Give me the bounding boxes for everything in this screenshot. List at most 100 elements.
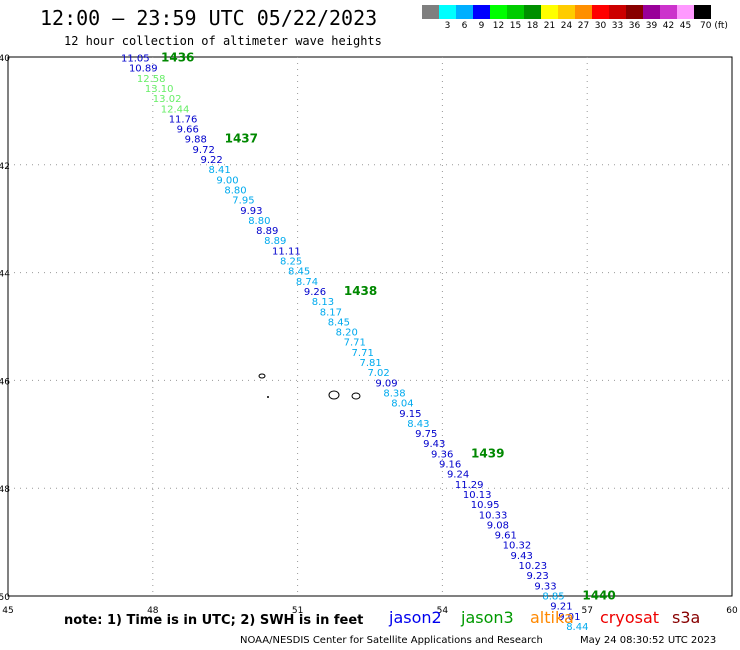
wave-height-label: 8.04: [391, 399, 413, 410]
color-swatch: [541, 5, 558, 19]
color-scale-label: 70 (ft): [700, 21, 728, 31]
wave-height-label: 8.13: [312, 297, 334, 308]
wave-height-label: 9.33: [534, 581, 556, 592]
wave-height-label: 13.10: [145, 84, 174, 95]
color-scale-labels: 3 6 9 12 15 18 21 24 27 30 33 36 39 42 45 70 (ft): [422, 21, 730, 31]
wave-height-label: 7.71: [352, 348, 374, 359]
color-scale-label: 21: [543, 21, 556, 31]
color-scale-label: 33: [611, 21, 624, 31]
color-swatch: [609, 5, 626, 19]
island-outline: [328, 390, 340, 400]
color-scale-label: 36: [628, 21, 641, 31]
wave-height-label: 9.09: [375, 378, 397, 389]
wave-height-label: 9.36: [431, 449, 453, 460]
color-swatch: [490, 5, 507, 19]
wave-height-label: 9.15: [399, 409, 421, 420]
color-scale-label: 45: [679, 21, 692, 31]
color-scale-label: 30: [594, 21, 607, 31]
wave-height-label: 8.38: [383, 388, 405, 399]
wave-height-label: 10.32: [503, 541, 532, 552]
color-swatch: [507, 5, 524, 19]
color-scale-label: 3: [444, 21, 451, 31]
color-swatch: [626, 5, 643, 19]
satellite-legend-cryosat: cryosat: [600, 608, 660, 627]
y-tick-label: -46: [0, 377, 10, 387]
wave-height-label: 10.13: [463, 490, 492, 501]
wave-height-label: 9.72: [193, 145, 215, 156]
wave-height-label: 11.29: [455, 480, 484, 491]
wave-height-label: 11.11: [272, 246, 301, 257]
wave-height-label: 9.08: [487, 520, 509, 531]
satellite-legend-altika: altika: [530, 608, 574, 627]
color-swatch: [558, 5, 575, 19]
wave-height-label: 8.80: [248, 216, 270, 227]
wave-height-label: 8.25: [280, 257, 302, 268]
color-swatch: [524, 5, 541, 19]
time-label: 1438: [344, 284, 377, 298]
wave-height-label: 8.41: [208, 165, 230, 176]
color-swatch: [592, 5, 609, 19]
wave-height-label: 7.81: [360, 358, 382, 369]
wave-height-label: 9.61: [495, 531, 517, 542]
page-subtitle: 12 hour collection of altimeter wave hei…: [64, 34, 382, 48]
wave-height-label: 9.88: [185, 135, 207, 146]
y-tick-label: -40: [0, 54, 10, 64]
wave-height-label: 10.33: [479, 510, 508, 521]
island-outline: [351, 392, 361, 400]
x-tick-label: 48: [147, 606, 159, 616]
y-tick-label: -44: [0, 270, 10, 280]
color-scale-label: 39: [645, 21, 658, 31]
wave-height-label: 8.17: [320, 307, 342, 318]
color-scale-label: 6: [461, 21, 468, 31]
color-scale-label: 24: [560, 21, 573, 31]
wave-height-label: 13.02: [153, 94, 182, 105]
wave-height-label: 9.43: [511, 551, 533, 562]
wave-height-label: 9.21: [550, 602, 572, 613]
wave-height-label: 10.95: [471, 500, 500, 511]
color-scale-label: 18: [526, 21, 539, 31]
wave-height-label: 9.26: [304, 287, 326, 298]
wave-height-label: 7.71: [344, 338, 366, 349]
wave-height-label: 11.76: [169, 114, 198, 125]
wave-height-label: 7.95: [232, 196, 254, 207]
wave-height-label: 8.74: [296, 277, 318, 288]
wave-height-label: 9.75: [415, 429, 437, 440]
y-tick-label: -50: [0, 593, 10, 603]
wave-height-label: 8.45: [328, 317, 350, 328]
color-swatch: [694, 5, 711, 19]
credit-line: NOAA/NESDIS Center for Satellite Applica…: [240, 635, 543, 646]
time-label: 1440: [582, 588, 615, 602]
wave-height-label: 8.44: [566, 622, 588, 633]
satellite-legend-jason2: jason2: [389, 608, 442, 627]
color-scale-label: 9: [478, 21, 485, 31]
y-tick-label: -48: [0, 485, 10, 495]
color-swatch: [643, 5, 660, 19]
wave-height-label: 11.05: [121, 54, 150, 65]
wave-height-label: 8.20: [336, 328, 358, 339]
y-tick-label: -42: [0, 162, 10, 172]
wave-height-label: 9.00: [216, 175, 238, 186]
wave-height-label: 10.23: [519, 561, 548, 572]
wave-height-label: 8.80: [224, 185, 246, 196]
color-swatch: [456, 5, 473, 19]
wave-height-label: 9.66: [177, 125, 199, 136]
generated-timestamp: May 24 08:30:52 UTC 2023: [580, 635, 717, 646]
wave-height-label: 9.24: [447, 470, 469, 481]
color-scale-label: 42: [662, 21, 675, 31]
color-swatch: [677, 5, 694, 19]
color-scale-label: 27: [577, 21, 590, 31]
x-tick-label: 60: [726, 606, 738, 616]
wave-height-label: 7.02: [367, 368, 389, 379]
color-swatch: [660, 5, 677, 19]
wave-height-label: 8.85: [542, 591, 564, 602]
color-scale-label: 15: [509, 21, 522, 31]
x-tick-label: 45: [2, 606, 13, 616]
x-tick-label: 57: [581, 606, 592, 616]
wave-height-label: 8.43: [407, 419, 429, 430]
time-label: 1437: [225, 132, 258, 146]
wave-height-label: 12.44: [161, 104, 190, 115]
color-swatch: [473, 5, 490, 19]
map-frame: [7, 56, 733, 597]
color-scale-bar: [422, 5, 711, 19]
